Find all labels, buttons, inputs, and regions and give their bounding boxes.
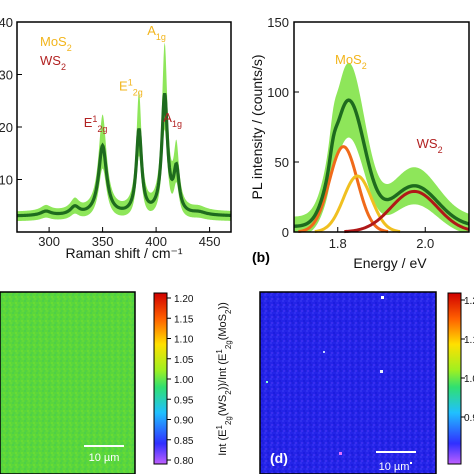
map-c-colorbar-tick-label: 1.00 bbox=[174, 375, 194, 386]
map-d-colorbar bbox=[447, 292, 462, 465]
panel-label-d: (d) bbox=[270, 450, 288, 466]
raman-y-tick-label: 10 bbox=[0, 173, 13, 188]
map-c-colorbar-tick-label: 0.90 bbox=[174, 416, 194, 427]
map-d-scalebar-label: 10 µm bbox=[379, 461, 410, 473]
map-c-colorbar-ticks: 1.20 1.15 1.10 1.05 1.00 0.95 0.90 0.85 0.80 bbox=[167, 294, 194, 467]
raman-legend-entry: MoS2 bbox=[40, 34, 72, 53]
panel-label-b: (b) bbox=[252, 249, 270, 265]
pl-plot-frame bbox=[293, 21, 470, 233]
map-d-image bbox=[260, 292, 436, 474]
raman-axis-ticks: 300 350 400 450 10 20 30 40 bbox=[0, 15, 220, 249]
map-d-bright-pixel bbox=[339, 452, 342, 455]
map-d-colorbar-tick-label: 1.2 bbox=[464, 296, 474, 307]
map-d-bright-pixel bbox=[380, 370, 383, 373]
raman-y-tick-label: 40 bbox=[0, 15, 13, 30]
map-c-colorbar bbox=[153, 292, 168, 465]
raman-peak-label: A1g bbox=[163, 110, 182, 129]
map-d-bright-pixel bbox=[410, 462, 412, 464]
pl-y-tick-label: 50 bbox=[275, 155, 289, 170]
map-c-frame bbox=[0, 291, 136, 474]
map-c: 10 µm 1.20 1.15 1.10 1.05 1.00 0.95 0.90 0.85 0.… bbox=[0, 291, 233, 474]
pl-x-axis-label: Energy / eV bbox=[353, 255, 427, 271]
map-d-bright-pixel bbox=[381, 296, 384, 299]
map-d-bright-pixel bbox=[323, 351, 325, 353]
pl-total-line bbox=[293, 98, 470, 228]
map-c-image bbox=[0, 292, 135, 474]
raman-confidence-band bbox=[17, 42, 231, 222]
map-d-colorbar-tick-label: 0.9 bbox=[464, 413, 474, 424]
pl-x-tick-label: 1.8 bbox=[329, 236, 347, 251]
raman-peak-label: A1g bbox=[147, 23, 166, 42]
map-c-scalebar-label: 10 µm bbox=[89, 452, 120, 464]
raman-x-tick-label: 400 bbox=[145, 234, 167, 249]
map-d-colorbar-tick-label: 1.1 bbox=[464, 335, 474, 346]
map-c-colorbar-tick-label: 1.05 bbox=[174, 355, 194, 366]
raman-x-axis-label: Raman shift / cm⁻¹ bbox=[65, 245, 182, 261]
map-c-colorbar-tick-label: 1.20 bbox=[174, 294, 194, 305]
raman-legend-entry: WS2 bbox=[40, 53, 66, 72]
pl-peak-label: MoS2 bbox=[335, 52, 367, 71]
raman-y-tick-label: 30 bbox=[0, 68, 13, 83]
raman-x-tick-label: 350 bbox=[92, 234, 114, 249]
map-c-colorbar-tick-label: 0.85 bbox=[174, 436, 194, 447]
pl-chart: 1.8 2.0 0 50 100 150 PL intensity / (counts/s… bbox=[249, 15, 470, 271]
pl-y-tick-label: 150 bbox=[267, 15, 289, 30]
map-c-colorbar-tick-label: 0.80 bbox=[174, 456, 194, 467]
map-d-colorbar-ticks: 1.2 1.1 1.0 0.9 bbox=[461, 296, 474, 424]
pl-component-C bbox=[344, 189, 470, 234]
raman-x-tick-label: 450 bbox=[199, 234, 221, 249]
map-d-colorbar-tick-label: 1.0 bbox=[464, 374, 474, 385]
pl-line-layer bbox=[293, 98, 470, 234]
raman-band-layer bbox=[17, 42, 231, 222]
map-d-frame bbox=[259, 291, 437, 474]
raman-line-layer bbox=[16, 92, 232, 218]
map-c-colorbar-label: Int (E12g(WS2))/Int (E12g(MoS2)) bbox=[215, 302, 233, 456]
pl-y-tick-label: 100 bbox=[267, 85, 289, 100]
pl-component-B bbox=[314, 174, 401, 233]
raman-x-tick-label: 300 bbox=[38, 234, 60, 249]
map-c-colorbar-tick-label: 0.95 bbox=[174, 395, 194, 406]
raman-y-tick-label: 20 bbox=[0, 120, 13, 135]
pl-peak-label: WS2 bbox=[417, 136, 443, 155]
map-d: 10 µm (d) 1.2 1.1 1.0 0.9 bbox=[259, 291, 474, 474]
map-c-colorbar-tick-label: 1.15 bbox=[174, 314, 194, 325]
map-d-bright-pixel bbox=[266, 381, 268, 383]
raman-annotations: E12g E12g A1g A1g bbox=[84, 23, 182, 134]
raman-peak-label: E12g bbox=[119, 77, 143, 97]
pl-annotations: MoS2 WS2 bbox=[335, 52, 443, 155]
map-c-colorbar-tick-label: 1.10 bbox=[174, 335, 194, 346]
pl-axis-ticks: 1.8 2.0 0 50 100 150 bbox=[267, 15, 434, 251]
pl-y-tick-label: 0 bbox=[282, 225, 289, 240]
raman-mean-line bbox=[16, 92, 232, 218]
raman-peak-label: E12g bbox=[84, 114, 108, 134]
pl-y-axis-label: PL intensity / (counts/s) bbox=[249, 55, 265, 200]
pl-x-tick-label: 2.0 bbox=[416, 236, 434, 251]
